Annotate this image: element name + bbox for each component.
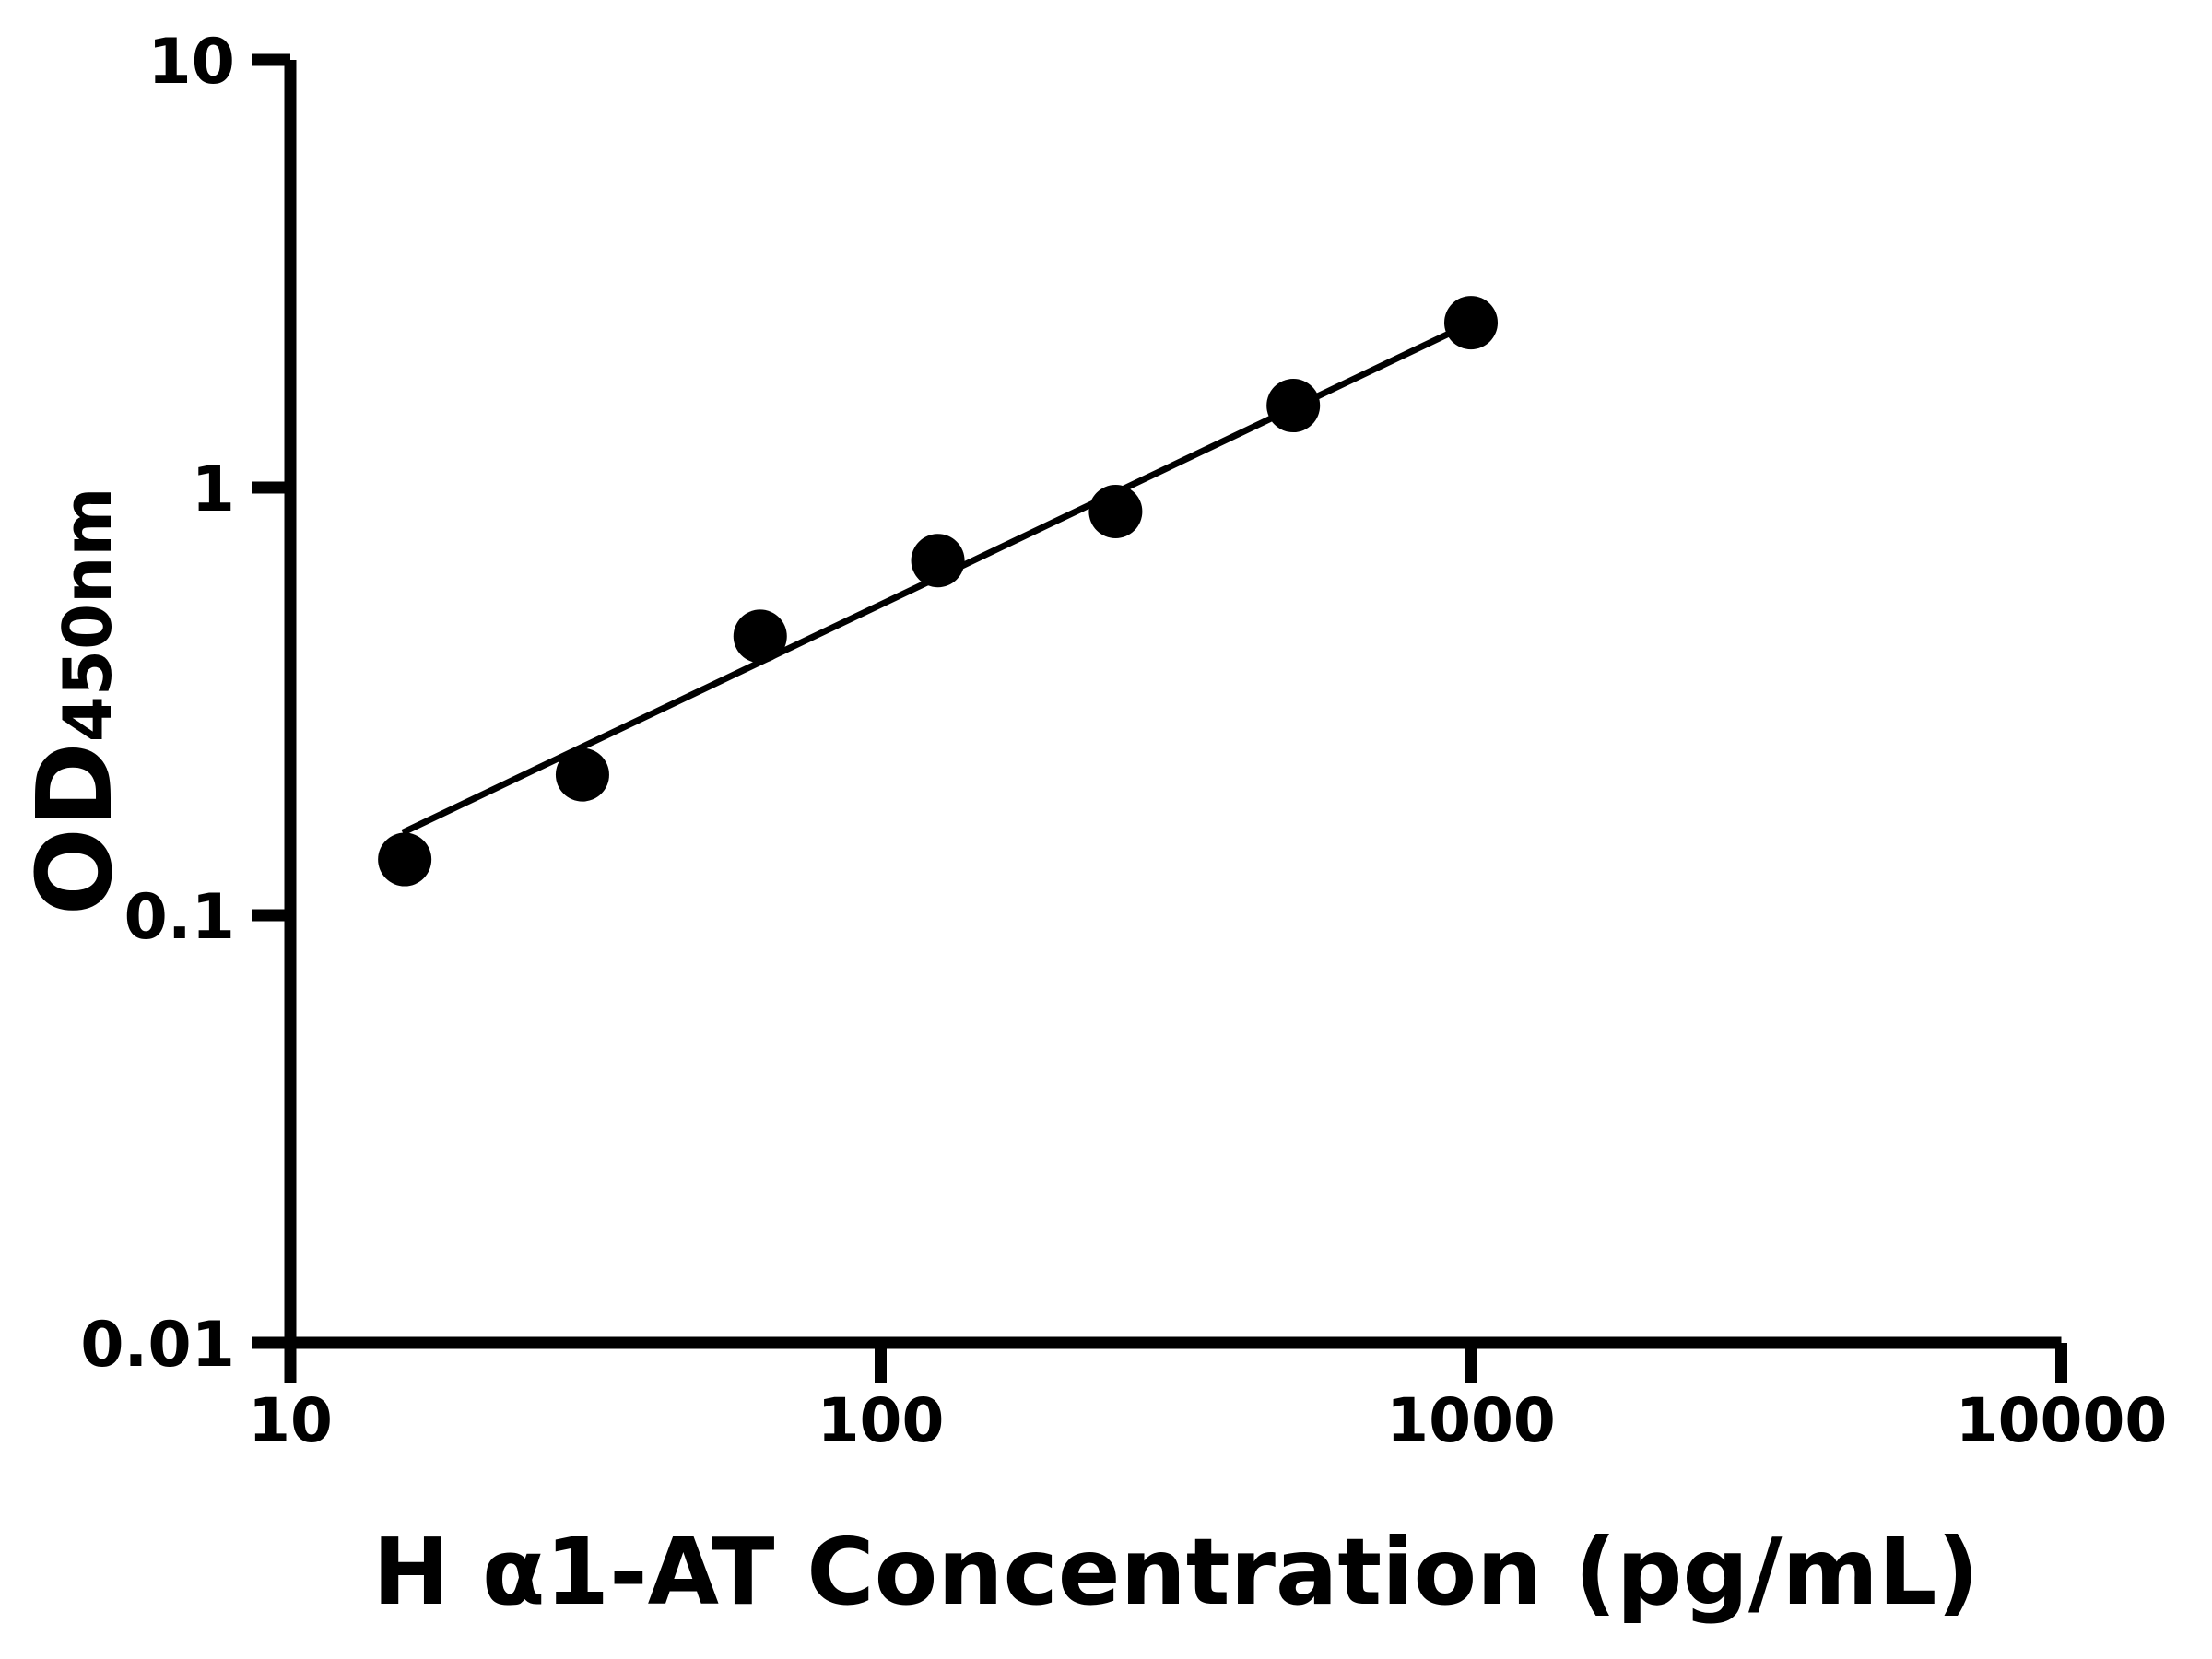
data-point-7 (1444, 296, 1498, 350)
axes-frame (284, 60, 2062, 1349)
y-axis-tick-label-0.01: 0.01 (80, 1309, 235, 1382)
y-axis-title: OD450nm (16, 488, 135, 916)
x-axis-tick-label-10000: 10000 (1956, 1385, 2168, 1456)
x-axis-tick-label-1000: 1000 (1386, 1385, 1556, 1456)
x-axis-tick-label-10: 10 (248, 1385, 333, 1456)
x-axis-tick-labels: 10 100 1000 10000 (248, 1385, 2167, 1456)
x-axis-tick-label-100: 100 (818, 1385, 945, 1456)
y-axis-title-subscript: 450nm (49, 488, 126, 743)
data-point-2 (555, 747, 609, 802)
y-axis-tick-label-10: 10 (147, 26, 235, 99)
data-point-series (378, 296, 1498, 887)
data-point-6 (1266, 379, 1321, 433)
y-axis-title-main: OD (16, 742, 135, 915)
x-axis-ticks (284, 1343, 2067, 1383)
y-axis-ticks (252, 53, 290, 1349)
y-axis-tick-label-1: 1 (192, 453, 235, 526)
data-point-1 (378, 832, 432, 887)
y-axis-tick-label-0.1: 0.1 (124, 881, 235, 954)
data-point-5 (1088, 484, 1143, 538)
data-point-4 (911, 534, 965, 588)
data-point-3 (733, 609, 787, 664)
y-axis-tick-labels: 10 1 0.1 0.01 (80, 26, 235, 1382)
x-axis-title: H α1-AT Concentration (pg/mL) (372, 1518, 1979, 1626)
